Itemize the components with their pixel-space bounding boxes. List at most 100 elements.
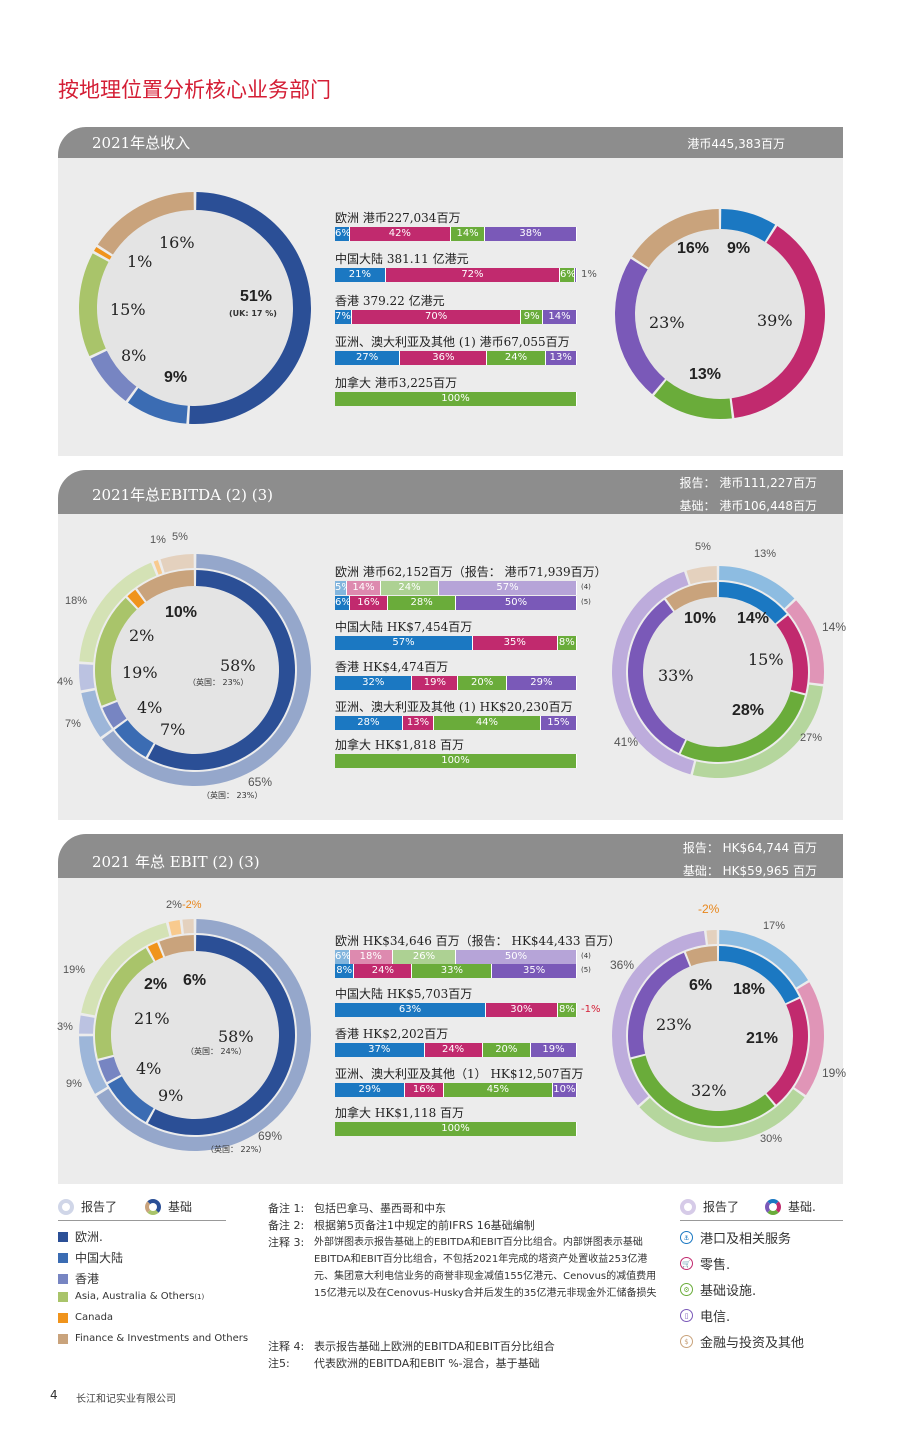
pie-slice xyxy=(628,952,690,1058)
bar-segment: 100% xyxy=(335,1122,577,1136)
pie-slice xyxy=(127,589,145,609)
stacked-bar: 6% 42% 14% 38% xyxy=(335,227,577,241)
bar-row-label: 欧洲 HK$34,646 百万（报告： HK$44,433 百万） xyxy=(335,934,621,948)
pie-label: 9% xyxy=(727,240,751,257)
pie-slice xyxy=(612,571,695,775)
pie-label: 1% xyxy=(127,252,153,271)
company-name: 长江和记实业有限公司 xyxy=(76,1394,176,1405)
legend-divider xyxy=(680,1220,843,1221)
bar-segment: 38% xyxy=(485,227,577,241)
legend-underlying: 基础 xyxy=(145,1198,192,1215)
pie-label: 7% xyxy=(160,720,186,739)
pie-slice xyxy=(719,930,809,988)
pie-sublabel: （英国： 23%） xyxy=(202,791,263,800)
pie-slice xyxy=(79,562,157,663)
underlying-ring-icon xyxy=(145,1198,161,1215)
cart-icon: 🛒 xyxy=(680,1257,693,1270)
footnote-key: 注释 3: xyxy=(268,1236,305,1249)
legend-divider xyxy=(58,1220,226,1221)
bar-segment: 6% xyxy=(335,596,351,610)
pie-slice xyxy=(766,998,808,1105)
legend-swatch xyxy=(58,1231,68,1242)
pie-label: 51% xyxy=(240,288,273,305)
pie-slice xyxy=(95,947,154,1059)
legend-label: Canada xyxy=(75,1312,114,1323)
ebit-panel-header: 2021 年总 EBIT (2) (3) 报告： HK$64,744 百万 基础… xyxy=(58,834,843,878)
pie-outer-label: -2% xyxy=(182,899,202,911)
pie-slice xyxy=(95,597,137,706)
pie-label: 58% xyxy=(218,1027,254,1046)
pie-outer-label: -2% xyxy=(698,902,720,916)
bar-segment: 70% xyxy=(351,310,522,324)
pie-outer-label: 19% xyxy=(822,1066,847,1080)
pie-slice xyxy=(159,935,194,957)
bar-row-label: 中国大陆 HK$5,703百万 xyxy=(335,987,473,1001)
revenue-segment-donut xyxy=(615,209,825,419)
legend-geo-item: Canada xyxy=(58,1312,113,1323)
donut-center xyxy=(635,229,805,399)
bar-segment: 24% xyxy=(424,1043,483,1057)
bar-segment: 21% xyxy=(335,268,386,282)
bar-segment: 16% xyxy=(405,1083,444,1097)
stacked-bar: 7% 70% 9% 14% xyxy=(335,310,577,324)
bar-segment: 16% xyxy=(349,596,389,610)
pie-slice xyxy=(706,930,717,945)
bar-segment: 28% xyxy=(388,596,456,610)
bar-segment: 36% xyxy=(400,351,488,365)
pie-sublabel: （英国： 24%） xyxy=(186,1047,247,1056)
pie-label: 21% xyxy=(134,1009,170,1028)
pie-slice xyxy=(776,615,808,694)
phone-icon: ▯ xyxy=(680,1309,693,1322)
pie-slice xyxy=(718,946,799,1004)
bar-segment: 19% xyxy=(412,676,459,690)
ship-icon: ⚓ xyxy=(680,1231,693,1244)
panel-title: 2021年总EBITDA (2) (3) xyxy=(92,486,273,504)
pie-slice xyxy=(137,570,194,602)
pie-label: 32% xyxy=(691,1081,727,1100)
bar-segment: 13% xyxy=(545,351,577,365)
bar-segment: 63% xyxy=(335,1003,486,1017)
pie-slice xyxy=(731,226,825,419)
pie-sublabel: （英国： 22%） xyxy=(206,1145,267,1154)
bar-segment xyxy=(574,268,577,282)
bar-segment: 18% xyxy=(349,950,394,964)
legend-geo-item: 欧洲. xyxy=(58,1228,103,1245)
panel-title: 2021年总收入 xyxy=(92,134,191,152)
bar-segment: 29% xyxy=(335,1083,406,1097)
footnote-key: 注5: xyxy=(268,1357,290,1370)
bar-segment: 24% xyxy=(380,581,440,595)
donut-center xyxy=(111,586,279,754)
pie-label: 9% xyxy=(158,1086,184,1105)
bar-row-label: 香港 HK$4,474百万 xyxy=(335,660,449,674)
footnote-key: 备注 1: xyxy=(268,1202,305,1215)
bar-segment: 50% xyxy=(455,950,577,964)
pie-label: 6% xyxy=(689,977,713,994)
revenue-panel-header: 2021年总收入 港币445,383百万 xyxy=(58,127,843,158)
panel-title: 2021 年总 EBIT (2) (3) xyxy=(92,853,260,871)
header-tab xyxy=(58,127,843,158)
bar-segment: 45% xyxy=(443,1083,553,1097)
ebitda-panel-header: 2021年总EBITDA (2) (3) 报告： 港币111,227百万 基础：… xyxy=(58,470,843,514)
pie-outer-label: 18% xyxy=(65,595,88,607)
bar-segment: 8% xyxy=(335,964,355,978)
legend-segment-item: ⚙ 基础设施. xyxy=(680,1280,756,1299)
bar-segment: 44% xyxy=(434,716,541,730)
pie-outer-label: 13% xyxy=(754,548,777,560)
bar-segment: 14% xyxy=(543,310,577,324)
pie-slice xyxy=(615,258,666,395)
pie-outer-label: 17% xyxy=(763,920,786,932)
pie-label: 23% xyxy=(649,313,685,332)
footnote-text: 外部饼图表示报告基础上的EBITDA和EBIT百分比组合。内部饼图表示基础EBI… xyxy=(314,1237,657,1299)
stacked-bar: 6% 18% 26% 50% xyxy=(335,950,577,964)
pie-label: 10% xyxy=(684,610,717,627)
legend-label: 基础 xyxy=(168,1200,193,1214)
reported-ring-icon xyxy=(680,1198,696,1215)
bar-segment: 10% xyxy=(552,1083,577,1097)
bar-segment: 100% xyxy=(335,392,577,406)
legend-reported-segment: 报告了 xyxy=(680,1198,739,1215)
stacked-bar: 5% 14% 24% 57% xyxy=(335,581,577,595)
footnote-1: 备注 1: 包括巴拿马、墨西哥和中东 xyxy=(268,1200,668,1217)
bar-row-label: 中国大陆 381.11 亿港元 xyxy=(335,252,469,266)
pie-label: 15% xyxy=(110,300,146,319)
legend-label: 香港 xyxy=(75,1272,100,1286)
